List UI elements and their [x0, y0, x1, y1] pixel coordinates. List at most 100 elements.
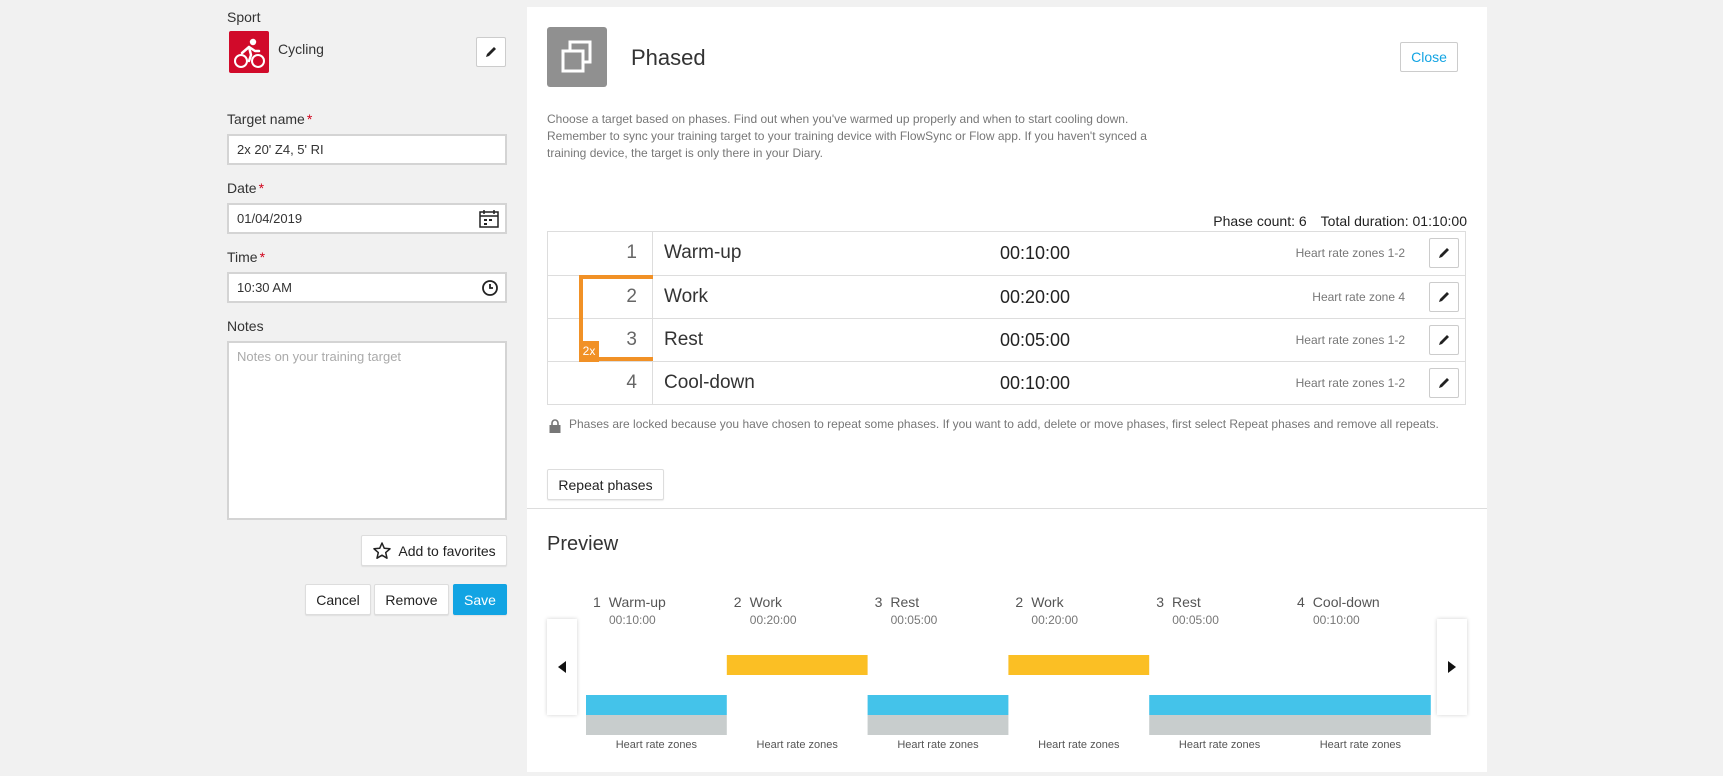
preview-zone-label: Heart rate zones	[1038, 739, 1120, 751]
phase-name: Work	[664, 286, 708, 307]
edit-phase-button[interactable]	[1429, 325, 1459, 355]
target-name-input[interactable]: 2x 20' Z4, 5' RI	[227, 134, 507, 165]
preview-segment-label: 3 Rest 00:05:00	[1156, 594, 1219, 627]
add-to-favorites-button[interactable]: Add to favorites	[361, 535, 507, 566]
description: Choose a target based on phases. Find ou…	[547, 112, 1147, 160]
preview-zone-label: Heart rate zones	[756, 739, 838, 751]
remove-button[interactable]: Remove	[374, 584, 449, 615]
repeat-phases-button[interactable]: Repeat phases	[547, 469, 664, 500]
preview-segment-duration: 00:05:00	[1172, 613, 1219, 627]
preview-segment-duration: 00:05:00	[890, 613, 938, 627]
phase-zone: Heart rate zones 1-2	[1295, 246, 1405, 260]
lock-note: Phases are locked because you have chose…	[549, 417, 1469, 433]
edit-sport-button[interactable]	[476, 37, 506, 67]
phase-duration: 00:10:00	[1000, 373, 1071, 393]
preview-title: Preview	[547, 533, 619, 555]
preview-zone-label: Heart rate zones	[897, 739, 979, 751]
star-icon	[373, 541, 392, 559]
calendar-icon[interactable]	[479, 210, 499, 231]
time-label: Time *	[227, 249, 266, 265]
phase-row[interactable]: 3 Rest 00:05:00 Heart rate zones 1-2	[548, 318, 1465, 361]
notes-textarea[interactable]	[227, 341, 507, 520]
total-duration: Total duration: 01:10:00	[1320, 213, 1467, 229]
phase-name: Warm-up	[664, 242, 742, 263]
preview-zone-label: Heart rate zones	[1178, 739, 1261, 751]
triangle-left-icon	[558, 661, 566, 673]
preview-segment-name: Warm-up	[608, 594, 666, 610]
phase-number: 2	[548, 276, 653, 318]
preview-zone-label: Heart rate zones	[615, 739, 698, 751]
page-title: Phased	[631, 45, 706, 70]
save-button[interactable]: Save	[453, 584, 507, 615]
phase-number: 4	[548, 362, 653, 404]
phase-table: 1 Warm-up 00:10:00 Heart rate zones 1-2 …	[547, 231, 1466, 405]
phased-icon	[547, 27, 607, 87]
preview-segment-duration: 00:10:00	[1313, 613, 1360, 627]
preview-segment-number: 3	[874, 594, 883, 610]
phase-duration: 00:10:00	[1000, 243, 1071, 263]
phase-zone: Heart rate zones 1-2	[1295, 333, 1405, 347]
phase-row[interactable]: 2 Work 00:20:00 Heart rate zone 4	[548, 275, 1465, 318]
preview-segment-number: 1	[593, 594, 601, 610]
phase-summary: Phase count: 6 Total duration: 01:10:00	[1213, 213, 1467, 229]
preview-prev-button[interactable]	[547, 619, 577, 715]
pencil-icon	[1439, 292, 1449, 302]
preview-segment-label: 2 Work 00:20:00	[734, 594, 797, 627]
time-input[interactable]: 10:30 AM	[227, 272, 507, 303]
phase-row[interactable]: 4 Cool-down 00:10:00 Heart rate zones 1-…	[548, 361, 1465, 404]
preview-segment-duration: 00:20:00	[1031, 613, 1079, 627]
preview-segment-number: 3	[1156, 594, 1164, 610]
preview-segment-name: Cool-down	[1312, 594, 1380, 610]
target-name-label: Target name *	[227, 111, 313, 127]
phased-panel: Phased Close Choose a target based on ph…	[527, 7, 1487, 772]
phase-count: Phase count: 6	[1213, 213, 1307, 229]
triangle-right-icon	[1448, 661, 1456, 673]
repeat-badge: 2x	[579, 341, 599, 362]
preview-bar-base	[586, 715, 727, 735]
preview-segment-name: Rest	[1171, 594, 1201, 610]
preview-bar-base	[1290, 715, 1431, 735]
preview-bar-high	[1008, 655, 1150, 675]
phase-zone: Heart rate zones 1-2	[1295, 376, 1405, 390]
preview-segment-name: Work	[749, 594, 783, 610]
preview-bar-base	[1149, 715, 1290, 735]
phase-zone: Heart rate zone 4	[1312, 290, 1405, 304]
preview-segment-duration: 00:20:00	[749, 613, 797, 627]
preview-segment-label: 2 Work 00:20:00	[1015, 594, 1078, 627]
notes-label: Notes	[227, 318, 264, 334]
cycling-icon	[229, 31, 269, 73]
preview-segment-name: Work	[1031, 594, 1064, 610]
preview-segment-number: 2	[733, 594, 742, 610]
preview-segment-number: 4	[1297, 594, 1305, 610]
preview-segment-label: 4 Cool-down 00:10:00	[1297, 594, 1380, 627]
preview-bar-low	[1149, 695, 1290, 715]
edit-phase-button[interactable]	[1429, 282, 1459, 312]
edit-phase-button[interactable]	[1429, 368, 1459, 398]
date-input[interactable]: 01/04/2019	[227, 203, 507, 234]
date-label: Date *	[227, 180, 265, 196]
pencil-icon	[1439, 335, 1449, 345]
lock-icon	[549, 419, 561, 433]
preview-segment-label: 3 Rest 00:05:00	[875, 594, 938, 627]
phase-number: 3	[548, 319, 653, 361]
phase-name: Rest	[664, 329, 704, 350]
phase-duration: 00:20:00	[1000, 287, 1071, 307]
preview-bar-low	[586, 695, 727, 715]
close-button[interactable]: Close	[1400, 42, 1458, 72]
edit-phase-button[interactable]	[1429, 238, 1459, 268]
phase-row[interactable]: 1 Warm-up 00:10:00 Heart rate zones 1-2	[548, 232, 1465, 275]
pencil-icon	[486, 47, 496, 57]
preview-segment-label: 1 Warm-up 00:10:00	[593, 594, 666, 627]
preview-bar-low	[1290, 695, 1431, 715]
phase-name: Cool-down	[664, 372, 755, 393]
phase-number: 1	[548, 232, 653, 275]
sport-value: Cycling	[278, 41, 324, 57]
divider	[527, 508, 1487, 509]
pencil-icon	[1439, 378, 1449, 388]
preview-bar-high	[726, 655, 868, 675]
clock-icon[interactable]	[481, 279, 499, 300]
preview-next-button[interactable]	[1437, 619, 1467, 715]
cancel-button[interactable]: Cancel	[305, 584, 371, 615]
preview-segment-name: Rest	[890, 594, 920, 610]
pencil-icon	[1439, 248, 1449, 258]
